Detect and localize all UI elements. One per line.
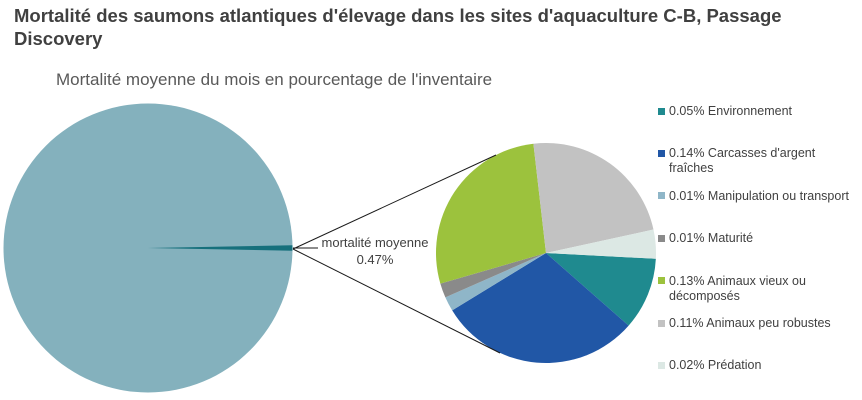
legend: 0.05% Environnement 0.14% Carcasses d'arg… <box>658 104 862 400</box>
callout-value: 0.47% <box>356 251 394 267</box>
pie-slice <box>452 253 629 363</box>
connector-line-bottom <box>292 248 501 354</box>
legend-item-label: 0.01% Manipulation ou transport <box>669 188 849 203</box>
legend-swatch-icon <box>658 319 665 327</box>
legend-swatch-icon <box>658 234 665 242</box>
connector-line-top <box>292 154 497 250</box>
callout-label: mortalité moyenne <box>321 235 429 250</box>
chart-subtitle: Mortalité moyenne du mois en pourcentage… <box>56 70 493 89</box>
legend-swatch-icon <box>658 361 665 369</box>
legend-item: 0.11% Animaux peu robustes <box>658 316 862 331</box>
pie-slice <box>148 245 293 251</box>
legend-swatch-icon <box>658 107 665 115</box>
legend-swatch-icon <box>658 192 665 200</box>
pie-slice <box>546 253 656 326</box>
legend-item-label: 0.05% Environnement <box>669 104 792 118</box>
legend-item: 0.01% Manipulation ou transport <box>658 189 862 204</box>
pie-slice <box>436 143 546 284</box>
legend-item: 0.14% Carcasses d'argent fraîches <box>658 146 862 176</box>
main-pie <box>3 103 293 393</box>
legend-item: 0.13% Animaux vieux ou décomposés <box>658 274 862 304</box>
callout: mortalité moyenne 0.47% <box>318 235 432 268</box>
legend-swatch-icon <box>658 277 665 285</box>
breakdown-pie <box>436 142 657 363</box>
legend-swatch-icon <box>658 149 665 157</box>
legend-item-label: 0.14% Carcasses d'argent fraîches <box>669 146 816 176</box>
legend-item-label: 0.13% Animaux vieux ou décomposés <box>669 273 806 303</box>
legend-item: 0.01% Maturité <box>658 231 862 246</box>
legend-item-label: 0.11% Animaux peu robustes <box>669 316 831 330</box>
page-title: Mortalité des saumons atlantiques d'élev… <box>14 5 782 49</box>
pie-slice <box>445 253 546 311</box>
legend-item: 0.05% Environnement <box>658 104 862 119</box>
legend-item-label: 0.02% Prédation <box>669 358 762 373</box>
legend-item: 0.02% Prédation <box>658 358 862 373</box>
pie-slice <box>546 229 657 259</box>
legend-item-label: 0.01% Maturité <box>669 231 754 246</box>
pie-slice <box>533 142 654 253</box>
connector-lines <box>292 154 501 354</box>
pie-slice <box>440 253 546 298</box>
